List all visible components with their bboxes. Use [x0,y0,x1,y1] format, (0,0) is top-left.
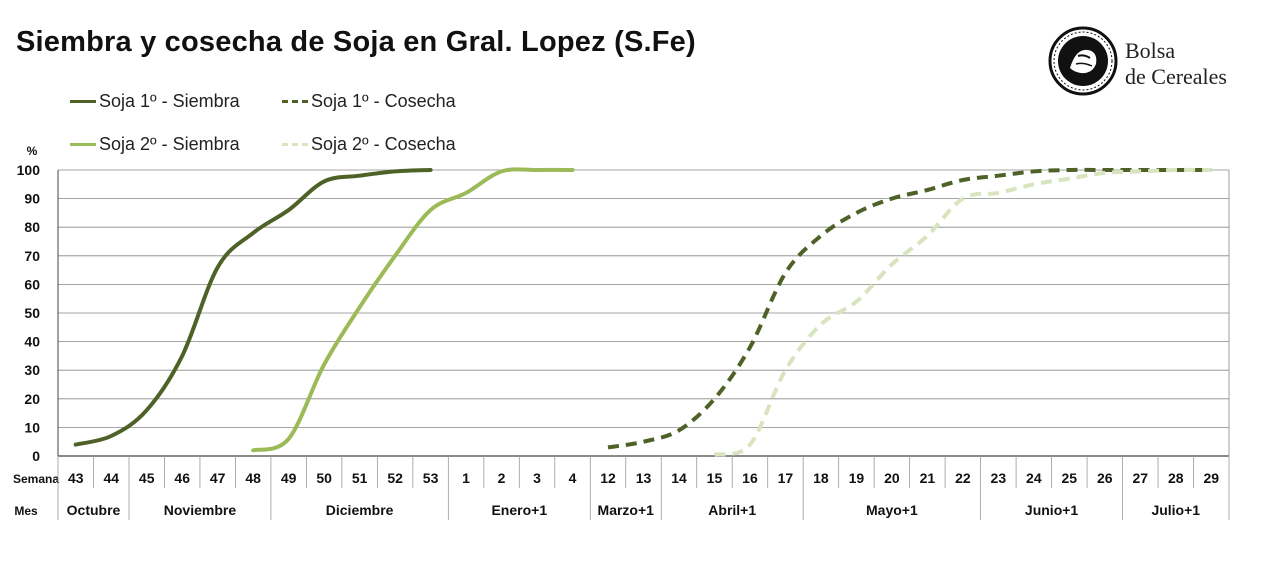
x-tick-label: 24 [1026,470,1042,486]
legend-label: Soja 2º - Cosecha [311,133,456,154]
chart-title: Siembra y cosecha de Soja en Gral. Lopez… [16,26,696,58]
x-tick-label: 19 [849,470,865,486]
y-tick-label: 90 [24,191,40,207]
y-tick-label: 30 [24,362,40,378]
x-tick-label: 15 [707,470,723,486]
x-tick-label: 50 [316,470,332,486]
x-tick-label: 47 [210,470,226,486]
x-tick-label: 49 [281,470,297,486]
x-tick-label: 51 [352,470,368,486]
series-line-2 [251,167,575,453]
x-tick-label: 1 [462,470,470,486]
x-tick-label: 53 [423,470,439,486]
x-tick-label: 29 [1203,470,1219,486]
y-tick-label: 50 [24,305,40,321]
month-label: Mayo+1 [866,502,918,518]
legend-item-soja2-siembra: Soja 2º - Siembra [70,133,240,155]
x-tick-label: 27 [1132,470,1148,486]
legend-item-soja1-cosecha: Soja 1º - Cosecha [282,90,456,112]
legend-item-soja1-siembra: Soja 1º - Siembra [70,90,240,112]
legend-swatch [70,99,96,103]
logo-line-1: Bolsa [1125,38,1176,63]
legend-swatch [282,142,308,146]
y-tick-label: 0 [32,448,40,464]
month-label: Enero+1 [491,502,547,518]
legend-swatch [282,99,308,103]
x-tick-label: 17 [778,470,794,486]
bolsa-de-cereales-logo: Bolsa de Cereales [1046,24,1256,100]
x-tick-label: 26 [1097,470,1113,486]
x-tick-label: 16 [742,470,758,486]
x-tick-label: 3 [533,470,541,486]
month-label: Marzo+1 [598,502,655,518]
legend-item-soja2-cosecha: Soja 2º - Cosecha [282,133,456,155]
series-line-0 [73,168,433,447]
legend-label: Soja 1º - Cosecha [311,90,456,111]
month-label: Octubre [67,502,121,518]
legend-label: Soja 1º - Siembra [99,90,240,111]
week-row-label: Semana [13,472,59,486]
series-line-3 [713,167,1212,457]
x-tick-label: 22 [955,470,971,486]
x-tick-label: 52 [387,470,403,486]
x-tick-label: 43 [68,470,84,486]
month-label: Junio+1 [1025,502,1079,518]
y-tick-label: 40 [24,334,40,350]
x-tick-label: 44 [103,470,119,486]
x-tick-label: 48 [245,470,261,486]
month-label: Diciembre [326,502,394,518]
x-tick-label: 13 [636,470,652,486]
logo-line-2: de Cereales [1125,64,1227,89]
x-tick-label: 25 [1062,470,1078,486]
logo-seal-icon [1048,26,1118,96]
x-tick-label: 4 [569,470,577,486]
y-tick-label: 100 [17,162,41,178]
month-row-label: Mes [14,504,38,518]
x-tick-label: 46 [174,470,190,486]
x-tick-label: 2 [498,470,506,486]
y-tick-label: 20 [24,391,40,407]
x-tick-label: 18 [813,470,829,486]
x-tick-label: 28 [1168,470,1184,486]
legend-label: Soja 2º - Siembra [99,133,240,154]
legend-swatch [70,142,96,146]
month-label: Abril+1 [708,502,756,518]
x-tick-label: 23 [991,470,1007,486]
x-tick-label: 21 [920,470,936,486]
month-label: Noviembre [164,502,237,518]
y-tick-label: 10 [24,419,40,435]
y-tick-label: 60 [24,276,40,292]
y-tick-label: 70 [24,248,40,264]
series-line-1 [607,167,1212,450]
y-axis-unit-label: % [27,144,38,158]
x-tick-label: 20 [884,470,900,486]
y-tick-label: 80 [24,219,40,235]
month-label: Julio+1 [1151,502,1200,518]
x-tick-label: 12 [600,470,616,486]
x-tick-label: 45 [139,470,155,486]
x-tick-label: 14 [671,470,687,486]
